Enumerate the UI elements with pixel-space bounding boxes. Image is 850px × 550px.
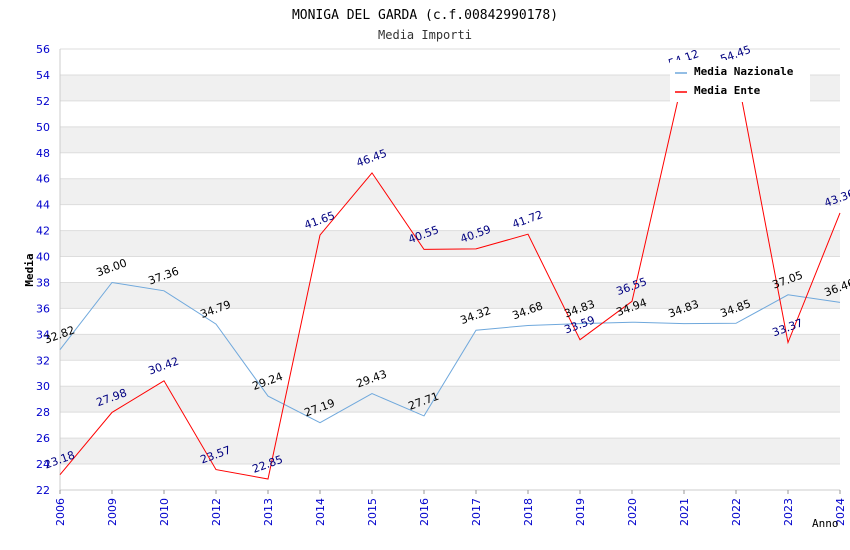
y-tick-label: 54 <box>36 69 50 82</box>
background-band <box>60 386 840 413</box>
y-tick-label: 28 <box>36 406 50 419</box>
series-line-media-nazionale <box>59 281 841 424</box>
x-tick-label: 2009 <box>106 498 119 526</box>
data-label: 41.72 <box>511 208 545 231</box>
x-tick-label: 2024 <box>834 498 847 526</box>
y-tick-label: 50 <box>36 121 50 134</box>
x-tick-label: 2012 <box>210 498 223 526</box>
background-band <box>60 230 840 257</box>
y-tick-label: 22 <box>36 484 50 497</box>
x-tick-label: 2013 <box>262 498 275 526</box>
background-band <box>60 438 840 465</box>
y-tick-label: 42 <box>36 225 50 238</box>
legend-label-media-nazionale: Media Nazionale <box>694 65 794 78</box>
y-tick-label: 32 <box>36 354 50 367</box>
y-tick-labels: 22 24 26 28 30 32 34 36 38 40 42 44 46 48 50 52 54 56 <box>36 43 50 497</box>
x-tick-label: 2021 <box>678 498 691 526</box>
y-axis-label: Media <box>23 253 36 286</box>
background-band <box>60 126 840 153</box>
data-label: 36.46 <box>823 276 850 299</box>
data-label: 41.65 <box>303 209 337 232</box>
y-tick-label: 38 <box>36 276 50 289</box>
y-tick-label: 24 <box>36 458 50 471</box>
legend-label-media-ente: Media Ente <box>694 84 761 97</box>
chart-title: MONIGA DEL GARDA (c.f.00842990178) <box>292 8 558 23</box>
x-tick-label: 2016 <box>418 498 431 526</box>
y-tick-label: 44 <box>36 199 50 212</box>
legend-box <box>670 60 810 102</box>
x-tick-label: 2017 <box>470 498 483 526</box>
y-tick-label: 34 <box>36 328 50 341</box>
y-tick-label: 40 <box>36 251 50 264</box>
y-tick-label: 26 <box>36 432 50 445</box>
x-tick-label: 2019 <box>574 498 587 526</box>
x-axis-label: Anno <box>812 517 839 530</box>
y-tick-label: 46 <box>36 173 50 186</box>
y-tick-label: 36 <box>36 302 50 315</box>
x-tick-label: 2014 <box>314 498 327 526</box>
chart-subtitle: Media Importi <box>378 28 472 42</box>
background-band <box>60 334 840 361</box>
x-tick-labels: 2006 2009 2010 2012 2013 2014 2015 2016 2017 2018… <box>54 490 847 526</box>
x-tick-label: 2023 <box>782 498 795 526</box>
data-label: 38.00 <box>95 256 129 279</box>
y-tick-label: 56 <box>36 43 50 56</box>
y-tick-label: 52 <box>36 95 50 108</box>
x-tick-label: 2020 <box>626 498 639 526</box>
x-tick-label: 2022 <box>730 498 743 526</box>
x-tick-label: 2018 <box>522 498 535 526</box>
x-tick-label: 2010 <box>158 498 171 526</box>
background-band <box>60 282 840 309</box>
x-tick-label: 2006 <box>54 498 67 526</box>
legend: Media Nazionale Media Ente <box>670 60 810 102</box>
x-tick-label: 2015 <box>366 498 379 526</box>
background-band <box>60 178 840 205</box>
y-tick-label: 48 <box>36 147 50 160</box>
y-tick-label: 30 <box>36 380 50 393</box>
background-bands <box>60 74 840 465</box>
